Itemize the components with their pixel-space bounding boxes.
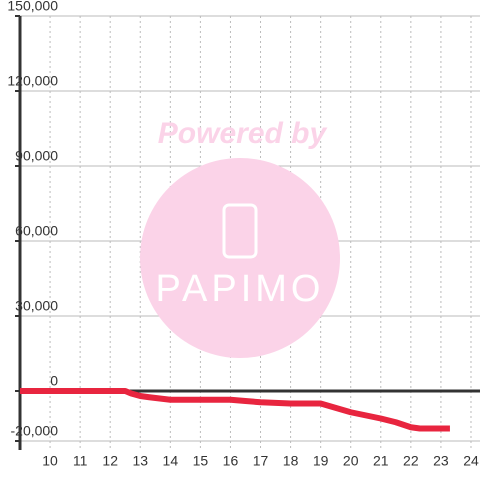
x-tick-label: 13 <box>132 453 148 469</box>
x-tick-label: 12 <box>102 453 118 469</box>
y-tick-label: 30,000 <box>15 298 58 314</box>
watermark: Powered by PAPIMO <box>140 117 340 358</box>
watermark-logo-text: PAPIMO <box>156 268 325 310</box>
x-tick-label: 14 <box>163 453 179 469</box>
x-tick-label: 20 <box>343 453 359 469</box>
y-tick-label: 150,000 <box>7 0 58 14</box>
x-tick-label: 23 <box>433 453 449 469</box>
x-tick-label: 21 <box>373 453 389 469</box>
x-tick-label: 15 <box>193 453 209 469</box>
logo-phone <box>222 203 258 259</box>
x-tick-label: 11 <box>73 453 88 469</box>
x-tick-label: 24 <box>463 453 479 469</box>
y-tick-label: 0 <box>50 373 58 389</box>
x-tick-label: 17 <box>253 453 269 469</box>
watermark-text: Powered by <box>158 117 328 150</box>
x-tick-label: 19 <box>313 453 329 469</box>
y-tick-label: 60,000 <box>15 223 58 239</box>
y-tick-label: -20,000 <box>11 423 59 439</box>
x-tick-label: 10 <box>42 453 58 469</box>
y-tick-label: 90,000 <box>15 148 58 164</box>
data-line <box>20 388 450 432</box>
y-tick-label: 120,000 <box>7 73 58 89</box>
x-tick-label: 18 <box>283 453 299 469</box>
x-tick-label: 16 <box>223 453 239 469</box>
x-tick-label: 22 <box>403 453 419 469</box>
